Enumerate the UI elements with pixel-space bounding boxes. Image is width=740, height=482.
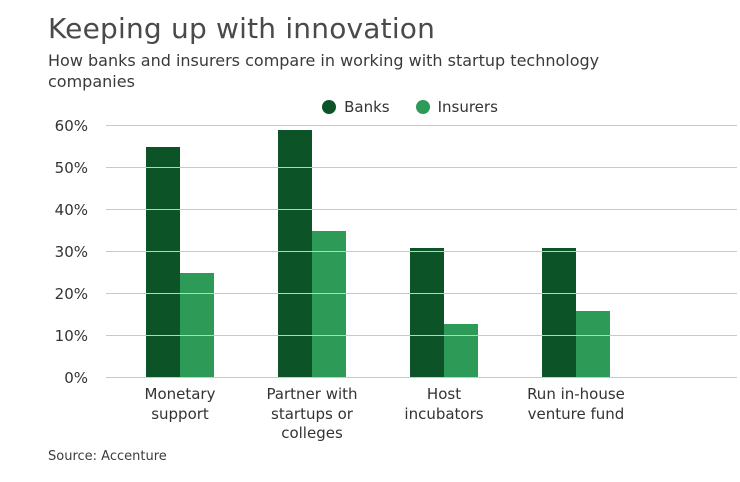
y-axis-label: 10% xyxy=(54,327,88,346)
legend-label: Insurers xyxy=(437,98,498,117)
y-axis-label: 30% xyxy=(54,243,88,262)
y-axis-label: 20% xyxy=(54,285,88,304)
bar-insurers xyxy=(576,311,610,379)
legend-swatch xyxy=(322,100,337,115)
gridline xyxy=(106,209,737,211)
bar-banks xyxy=(278,130,312,379)
bar-group xyxy=(378,126,510,379)
bar-groups xyxy=(114,126,642,379)
bar-group xyxy=(246,126,378,379)
bar-insurers xyxy=(444,323,478,379)
chart-subtitle: How banks and insurers compare in workin… xyxy=(48,51,600,92)
x-axis-label: Run in-house venture fund xyxy=(527,385,625,423)
plot-area xyxy=(106,125,737,379)
bar-insurers xyxy=(180,273,214,379)
gridline xyxy=(106,377,737,379)
y-axis-label: 50% xyxy=(54,159,88,178)
legend-swatch xyxy=(415,100,430,115)
bar-banks xyxy=(146,147,180,379)
gridline xyxy=(106,251,737,253)
legend: Banks Insurers xyxy=(130,98,690,116)
bar-insurers xyxy=(312,231,346,379)
bar-banks xyxy=(542,248,576,379)
x-axis-label: Partner with startups or colleges xyxy=(266,385,358,443)
y-axis-label: 0% xyxy=(64,369,88,388)
bar-group xyxy=(114,126,246,379)
y-axis-label: 60% xyxy=(54,117,88,136)
x-axis-label: Host incubators xyxy=(404,385,484,423)
legend-item-banks: Banks xyxy=(322,98,390,116)
y-axis: 0% 10% 20% 30% 40% 50% 60% xyxy=(48,117,96,387)
gridline xyxy=(106,167,737,169)
legend-label: Banks xyxy=(344,98,390,117)
chart-body: 0% 10% 20% 30% 40% 50% 60% xyxy=(48,117,737,387)
y-axis-label: 40% xyxy=(54,201,88,220)
chart-title: Keeping up with innovation xyxy=(48,12,436,45)
bar-group xyxy=(510,126,642,379)
gridline xyxy=(106,335,737,337)
source-note: Source: Accenture xyxy=(48,449,167,464)
bar-banks xyxy=(410,248,444,379)
chart-header: Keeping up with innovation How banks and… xyxy=(0,0,740,92)
legend-item-insurers: Insurers xyxy=(415,98,498,117)
gridline xyxy=(106,125,737,127)
gridline xyxy=(106,293,737,295)
x-axis-label: Monetary support xyxy=(144,385,216,423)
x-axis: Monetary support Partner with startups or… xyxy=(114,378,642,444)
